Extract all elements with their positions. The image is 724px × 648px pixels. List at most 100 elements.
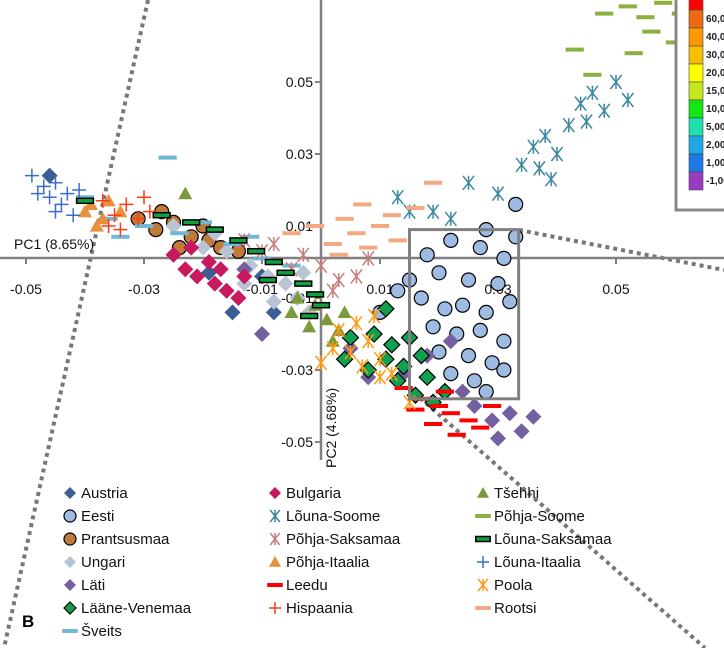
legend-item: Hispaania [269, 600, 353, 617]
legend-item: Lõuna-Itaalia [477, 554, 581, 571]
legend-marker-icon [269, 556, 281, 567]
data-point [297, 247, 310, 263]
data-point [48, 204, 63, 219]
legend-marker-icon [477, 487, 489, 498]
data-point [508, 229, 524, 245]
data-point [200, 254, 217, 270]
data-point [359, 245, 378, 250]
legend-marker-icon [267, 583, 283, 587]
data-point [496, 333, 512, 349]
data-point [89, 219, 104, 232]
data-point [382, 213, 401, 218]
color-scale-swatch [688, 63, 704, 83]
zoom-box [408, 228, 521, 401]
data-point [595, 11, 614, 16]
axes: -0.05-0.03-0.010.010.030.050.050.030.01-… [0, 0, 724, 460]
data-point [583, 72, 602, 77]
dotted-guide-left [2, 0, 150, 648]
data-point [290, 291, 305, 304]
data-point [501, 405, 518, 422]
color-scale-swatch [688, 9, 704, 29]
data-point [382, 335, 401, 354]
data-point [370, 224, 390, 228]
legend-item: Põhja-Saksamaa [269, 531, 401, 548]
data-point [406, 407, 425, 412]
data-point [111, 234, 130, 239]
legend-label: Põhja-Soome [494, 508, 585, 525]
data-point [437, 301, 453, 317]
color-scale-swatch [688, 81, 704, 101]
legend-item: Põhja-Soome [475, 508, 585, 525]
data-point [142, 204, 157, 219]
data-point [218, 243, 235, 260]
data-point [362, 333, 375, 349]
y-tick-label: 0.05 [286, 74, 313, 90]
color-scale-label: 60,0 [706, 14, 724, 25]
legend-label: Rootsi [494, 600, 537, 617]
series-tšehhi [178, 186, 352, 347]
data-point [455, 297, 471, 313]
series-lõuna-soome [391, 74, 634, 227]
data-point [391, 189, 404, 205]
data-point [539, 128, 552, 144]
color-scale-label: 10,0 [706, 104, 724, 115]
y-axis-label: PC2 (4.68%) [323, 388, 339, 468]
legend-marker-icon [475, 535, 491, 543]
legend-item: Läti [64, 577, 105, 594]
data-point [444, 211, 457, 227]
color-scale-swatch [688, 117, 704, 137]
data-point [230, 290, 247, 306]
data-point [429, 404, 449, 408]
data-point [284, 305, 299, 318]
data-point [137, 190, 151, 205]
data-point [390, 283, 406, 299]
data-point [170, 231, 189, 236]
data-point [443, 232, 459, 248]
data-point [350, 315, 363, 331]
data-point [277, 275, 294, 292]
legend-marker-icon [269, 602, 281, 614]
data-point [78, 204, 92, 218]
data-point [490, 276, 506, 292]
legend-marker-icon [477, 556, 489, 568]
legend-marker-icon [63, 509, 77, 523]
data-point [385, 366, 398, 382]
data-point [178, 186, 193, 200]
data-point [544, 171, 558, 187]
data-point [462, 175, 475, 191]
data-point [99, 216, 118, 221]
data-point [265, 304, 282, 321]
legend-label: Poola [494, 577, 533, 594]
data-point [314, 258, 328, 274]
data-point [205, 226, 224, 233]
data-point [326, 283, 339, 299]
data-point [54, 197, 69, 212]
data-point [335, 216, 354, 221]
data-point [621, 92, 634, 108]
color-scale-label: 40,0 [706, 32, 724, 43]
data-point [471, 425, 490, 430]
data-point [426, 204, 440, 220]
data-point [223, 242, 242, 246]
legend-item: Ungari [64, 554, 125, 571]
data-point [466, 373, 482, 389]
data-point [294, 280, 313, 287]
color-scale-swatch [688, 0, 704, 11]
legend-label: Lääne-Venemaa [81, 600, 192, 617]
data-point [550, 146, 564, 162]
legend-marker-icon [63, 601, 77, 615]
data-point [131, 211, 146, 226]
data-point [95, 211, 110, 225]
data-point [447, 432, 466, 437]
data-point [42, 190, 57, 205]
legend-label: Eesti [81, 508, 114, 525]
data-point [636, 15, 655, 20]
legend-item: Põhja-Itaalia [269, 554, 370, 571]
data-point [484, 355, 500, 371]
data-point [424, 180, 443, 185]
data-point [252, 256, 272, 261]
x-tick-label: -0.05 [10, 281, 42, 297]
series-lõuna-itaalia [24, 168, 87, 223]
y-tick-label: 0.01 [286, 218, 313, 234]
data-point [527, 139, 540, 155]
